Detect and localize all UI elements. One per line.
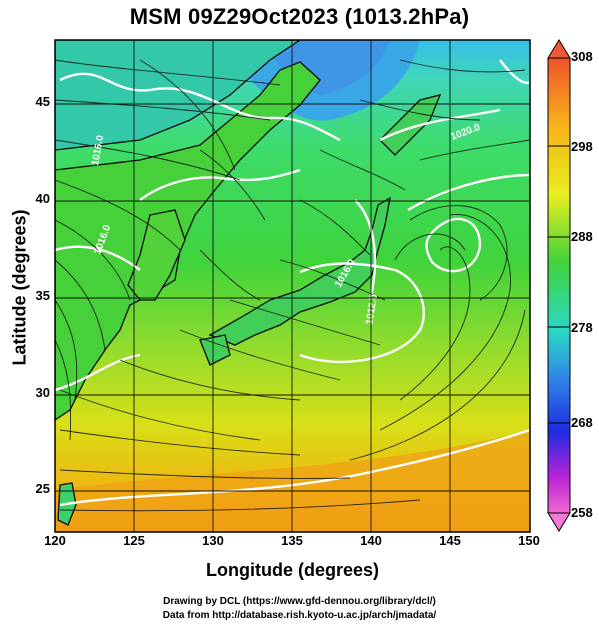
- colorbar: [547, 39, 571, 532]
- isobar-label: 1016.0: [90, 134, 106, 166]
- lat-lon-grid: [55, 40, 530, 532]
- x-tick-label: 135: [281, 533, 303, 548]
- x-tick-label: 145: [439, 533, 461, 548]
- map-title: MSM 09Z29Oct2023 (1013.2hPa): [129, 4, 470, 29]
- isobar-label: 1012.0: [364, 293, 380, 325]
- x-tick-label: 125: [123, 533, 145, 548]
- credit-line-dcl: Drawing by DCL (https://www.gfd-dennou.o…: [163, 596, 436, 607]
- x-tick-label: 120: [44, 533, 66, 548]
- colorbar-tick-label: 258: [571, 505, 593, 520]
- colorbar-tick-label: 298: [571, 139, 593, 154]
- colorbar-tick-label: 308: [571, 49, 593, 64]
- colorbar-tick-label: 288: [571, 229, 593, 244]
- colorbar-tick-label: 278: [571, 320, 593, 335]
- colorbar-tick-label: 268: [571, 415, 593, 430]
- warm-region-south: [55, 430, 530, 532]
- y-tick-label: 45: [35, 94, 50, 109]
- land-japan: [199, 94, 442, 366]
- credit-line-data: Data from http://database.rish.kyoto-u.a…: [162, 610, 437, 621]
- x-tick-label: 130: [202, 533, 224, 548]
- plot-frame: [54, 39, 531, 533]
- y-tick-label: 30: [35, 385, 50, 400]
- wind-streamlines: [55, 59, 530, 512]
- y-tick-label: 40: [35, 191, 50, 206]
- x-axis-label: Longitude (degrees): [205, 560, 379, 580]
- x-tick-label: 150: [518, 533, 540, 548]
- x-tick-label: 140: [360, 533, 382, 548]
- y-tick-label: 25: [35, 481, 50, 496]
- y-tick-label: 35: [35, 288, 50, 303]
- y-axis-label: Latitude (degrees): [9, 209, 30, 366]
